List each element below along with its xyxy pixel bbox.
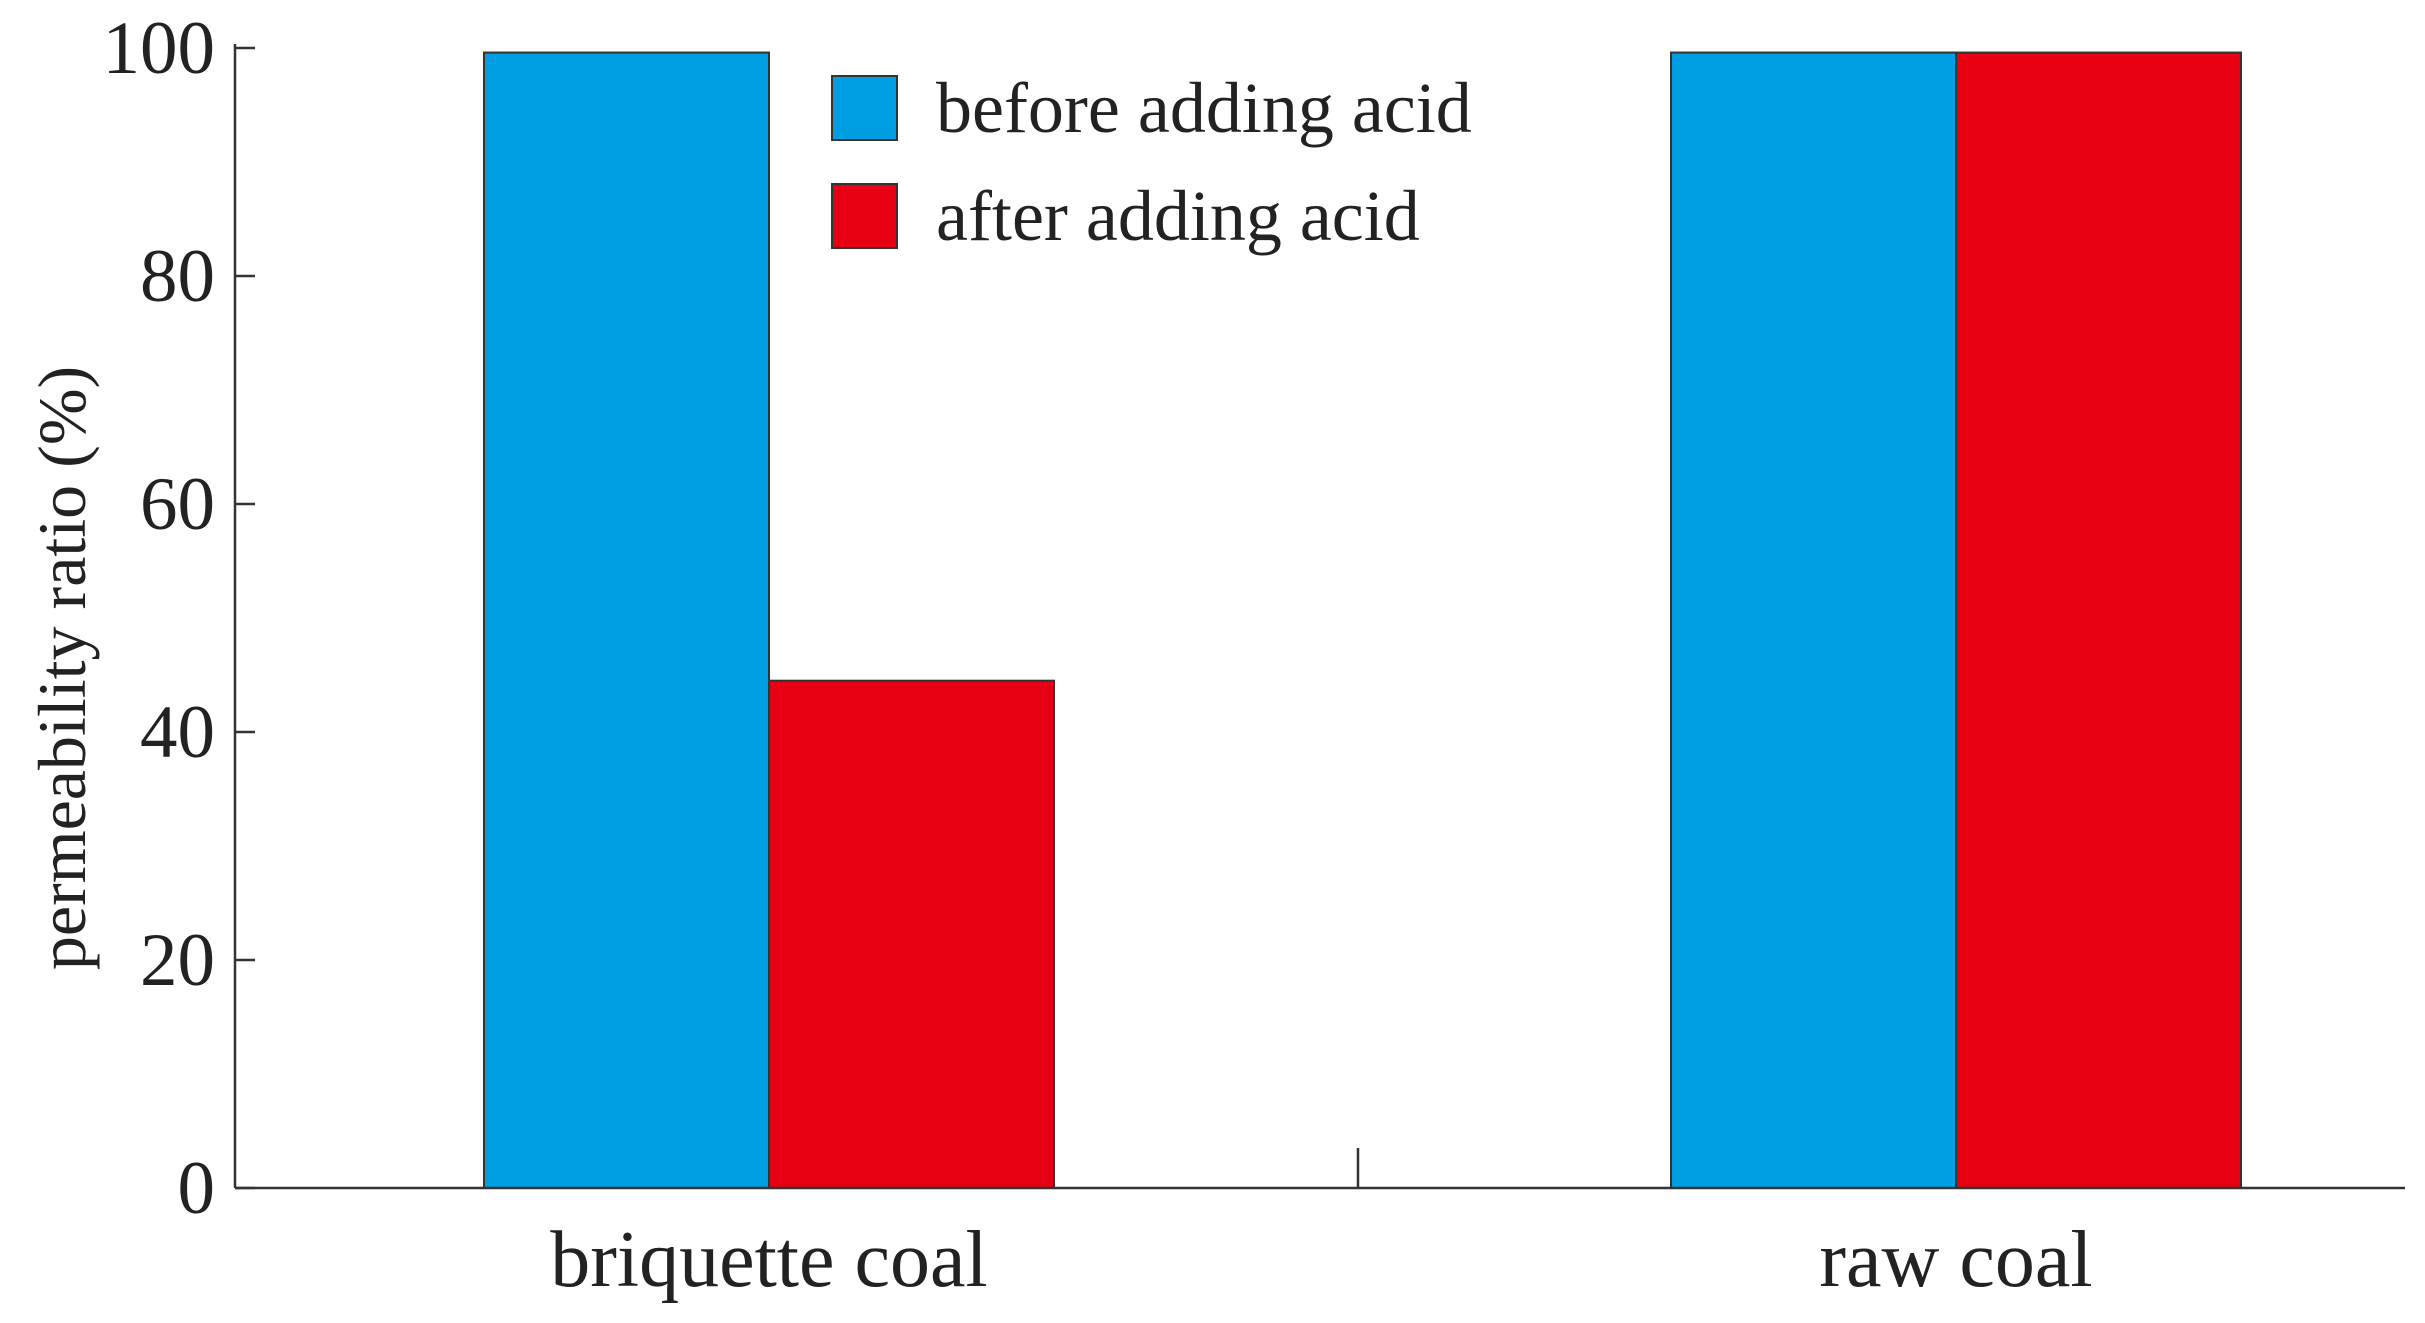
bar [1670, 51, 1957, 1189]
bar [768, 679, 1055, 1189]
bar [483, 51, 770, 1189]
bar [1955, 51, 2242, 1189]
y-tick-label: 20 [140, 919, 215, 1002]
x-tick-label: raw coal [1819, 1216, 2092, 1304]
y-tick-label: 80 [140, 235, 215, 318]
x-tick-label: briquette coal [550, 1216, 988, 1304]
y-tick-label: 0 [178, 1147, 216, 1230]
y-tick-label: 60 [140, 463, 215, 546]
legend-label: after adding acid [936, 176, 1420, 256]
y-tick-label: 100 [103, 7, 216, 90]
legend-label: before adding acid [936, 68, 1472, 148]
legend-swatch [831, 183, 898, 249]
legend-swatch [831, 75, 898, 141]
y-axis-label: permeability ratio (%) [24, 366, 100, 970]
y-tick-label: 40 [140, 691, 215, 774]
